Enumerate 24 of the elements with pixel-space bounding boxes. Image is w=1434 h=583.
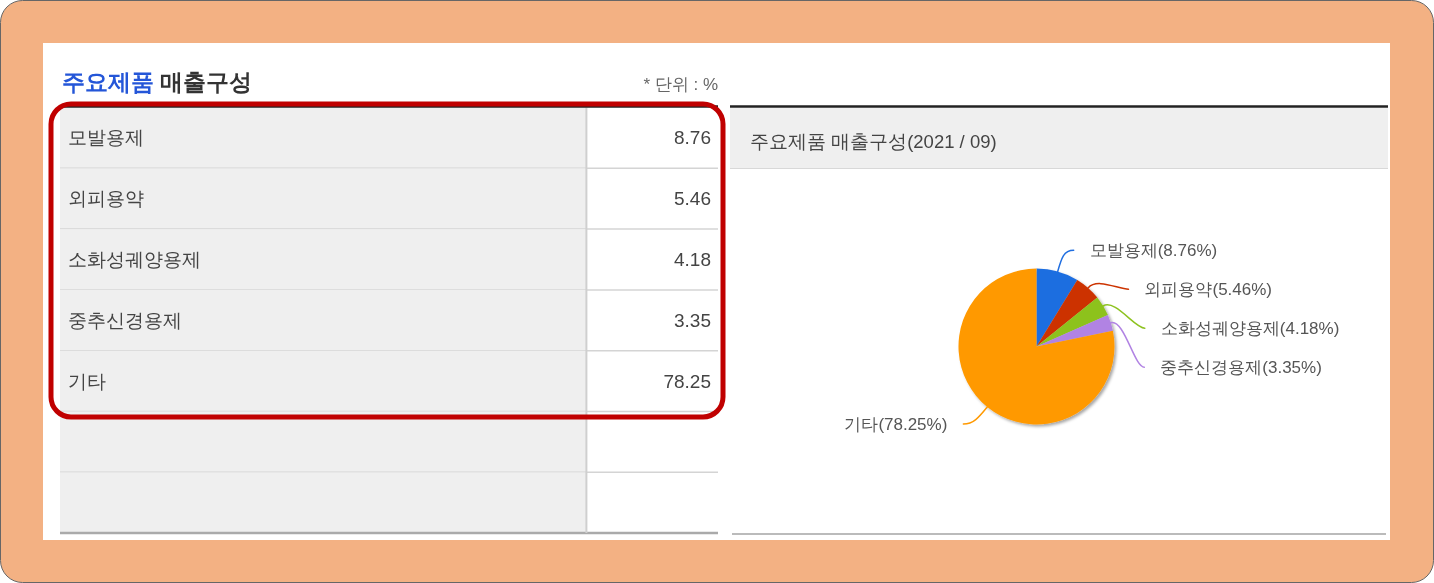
slice-label: 소화성궤양용제 (1160, 318, 1280, 338)
slice-label: 모발용제 (1089, 240, 1158, 260)
data-label: (8.76%) (1157, 240, 1218, 260)
category-label: 중추신경용제 (68, 309, 182, 331)
pie-slice (958, 268, 1115, 425)
data-label: 5.46 (674, 188, 711, 210)
category-label: 외피용약 (68, 188, 144, 210)
data-label: 8.76 (674, 127, 711, 149)
text: 주요제품 매출구성 (62, 69, 253, 95)
data-label: 3.35 (674, 309, 711, 331)
data-label: 4.18 (674, 249, 711, 270)
data-label: (5.46%) (1212, 279, 1273, 299)
chart-title: 주요제품 매출구성(2021 / 09) (750, 130, 997, 152)
slice-label: 중추신경용제 (1160, 357, 1263, 377)
text: * 단위 : % (643, 75, 718, 94)
category-label: 소화성궤양용제 (68, 249, 201, 270)
category-label: 모발용제 (68, 127, 144, 149)
data-label: (78.25%) (878, 414, 948, 434)
slice-label: 기타 (844, 414, 879, 434)
data-label: (3.35%) (1262, 357, 1322, 377)
data-label: 78.25 (663, 370, 711, 392)
category-label: 기타 (68, 370, 106, 392)
data-label: (4.18%) (1279, 318, 1340, 338)
slice-label: 외피용약 (1144, 279, 1213, 299)
